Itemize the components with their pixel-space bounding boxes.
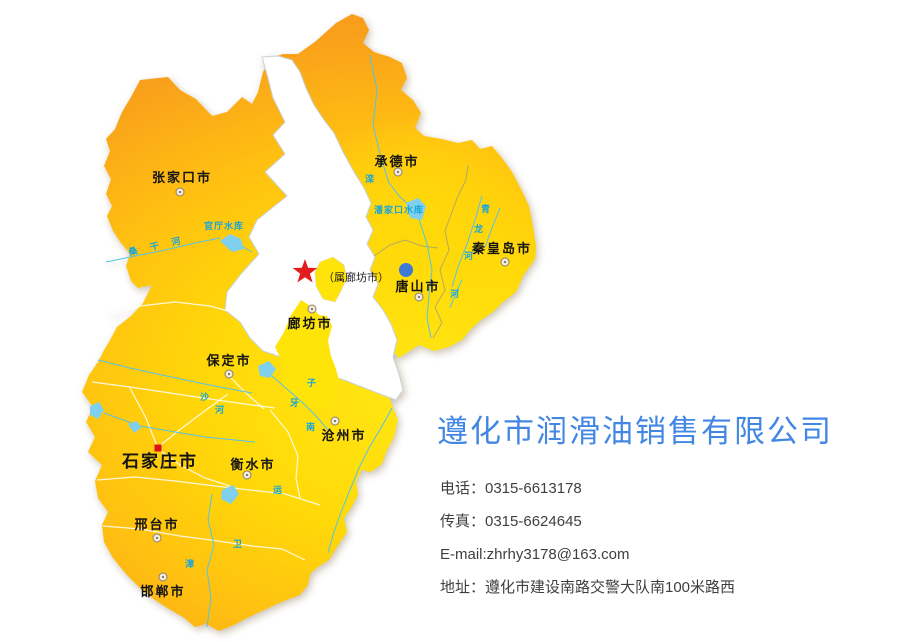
water-label-he1: 河	[464, 251, 474, 261]
city-label-shijiazhuang: 石家庄市	[122, 452, 198, 471]
water-label-wei: 卫	[233, 539, 243, 549]
city-label-hengshui: 衡水市	[230, 457, 276, 472]
water-label-zhang: 漳	[185, 559, 195, 569]
city-marker-baoding	[224, 369, 234, 379]
water-label-guanting: 官厅水库	[204, 221, 245, 231]
city-marker-cangzhou	[330, 416, 340, 426]
water-label-panjiakou: 潘家口水库	[374, 205, 425, 215]
white-boundaries	[91, 301, 321, 561]
city-label-handan: 邯郸市	[140, 584, 186, 599]
water-label-nan: 南	[306, 422, 316, 432]
water-label-ya: 牙	[290, 398, 300, 408]
city-marker-xingtai	[152, 533, 162, 543]
contact-address: 地址：遵化市建设南路交警大队南100米路西	[440, 579, 736, 596]
city-label-cangzhou: 沧州市	[321, 428, 367, 443]
city-label-tangshan: 唐山市	[395, 279, 441, 294]
water-label-qing: 青	[481, 204, 491, 214]
tangshan-dot-icon	[399, 263, 413, 277]
city-marker-handan	[158, 572, 168, 582]
city-label-xingtai: 邢台市	[134, 517, 180, 532]
capital-marker-shijiazhuang	[154, 444, 162, 452]
water-label-luan: 滦	[365, 174, 375, 184]
water-label-sha: 沙	[200, 392, 210, 402]
enclave-annotation: （属廊坊市）	[323, 272, 389, 284]
company-name: 遵化市润滑油销售有限公司	[437, 414, 833, 449]
city-label-langfang: 廊坊市	[287, 316, 333, 331]
city-label-qinhuangdao: 秦皇岛市	[471, 241, 533, 256]
contact-fax: 传真：0315-6624645	[440, 513, 582, 530]
city-marker-langfang	[307, 304, 317, 314]
city-label-zhangjiakou: 张家口市	[151, 170, 213, 185]
lakes	[90, 198, 426, 504]
water-label-he2: 河	[450, 289, 460, 299]
water-label-zi: 子	[307, 378, 317, 388]
city-label-baoding: 保定市	[206, 353, 252, 368]
beijing-star-icon	[292, 259, 318, 283]
city-marker-qinhuangdao	[500, 257, 510, 267]
langfang-region	[275, 300, 339, 409]
contact-block: 电话：0315-6613178 传真：0315-6624645 E-mail:z…	[440, 480, 735, 612]
city-marker-hengshui	[242, 470, 252, 480]
contact-phone: 电话：0315-6613178	[440, 480, 582, 497]
contact-email: E-mail:zhrhy3178@163.com	[440, 546, 630, 563]
langfang-enclave	[314, 256, 348, 303]
water-label-long: 龙	[474, 224, 484, 234]
water-label-yun: 运	[273, 485, 283, 495]
beijing-tianjin-cutout	[224, 55, 404, 401]
city-marker-zhangjiakou	[175, 187, 185, 197]
city-marker-tangshan	[414, 292, 424, 302]
city-label-chengde: 承德市	[374, 154, 420, 169]
water-label-he3: 河	[215, 405, 225, 415]
city-marker-chengde	[393, 167, 403, 177]
